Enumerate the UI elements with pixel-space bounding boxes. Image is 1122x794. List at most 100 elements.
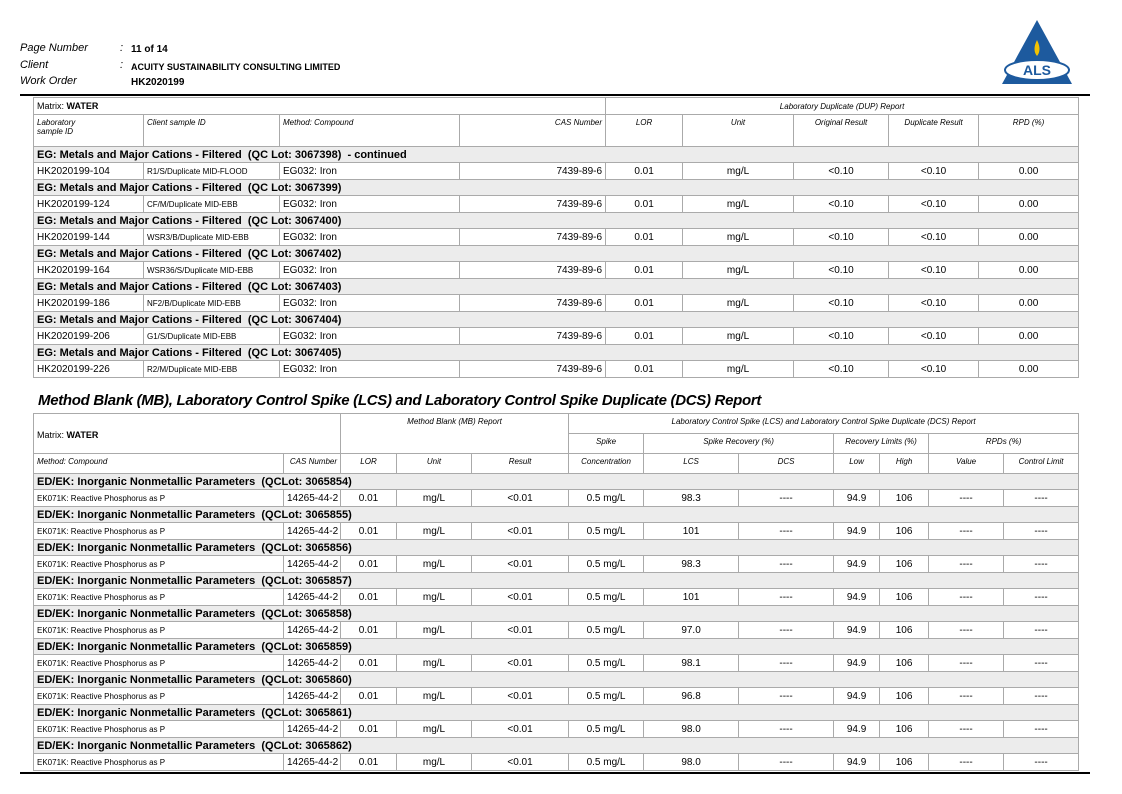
group-row: EG: Metals and Major Cations - Filtered … — [32, 146, 1080, 163]
cell: 0.01 — [340, 588, 398, 606]
cell: 0.5 mg/L — [568, 687, 645, 705]
cell: 0.5 mg/L — [568, 522, 645, 540]
group-title: ED/EK: Inorganic Nonmetallic Parameters … — [32, 605, 1080, 622]
cell: <0.01 — [471, 654, 570, 672]
data-row: HK2020199-186 NF2/B/Duplicate MID-EBB EG03… — [33, 294, 1080, 312]
column-label: Laboratory — [37, 118, 76, 127]
cell: G1/S/Duplicate MID-EBB — [143, 327, 280, 345]
cell: EK071K: Reactive Phosphorus as P — [33, 654, 284, 672]
group-title: EG: Metals and Major Cations - Filtered … — [32, 179, 1080, 196]
group-title: EG: Metals and Major Cations - Filtered … — [32, 278, 1080, 295]
cell: 94.9 — [833, 687, 881, 705]
group-row: ED/EK: Inorganic Nonmetallic Parameters … — [32, 605, 1080, 622]
cell: mg/L — [396, 621, 473, 639]
cell: ---- — [928, 555, 1005, 573]
cell: 106 — [879, 753, 930, 771]
cell: <0.01 — [471, 687, 570, 705]
logo: ALS — [1002, 20, 1072, 84]
cell: 14265-44-2 — [282, 654, 342, 672]
column-header: LCS — [643, 453, 740, 474]
group-title: EG: Metals and Major Cations - Filtered … — [32, 212, 1080, 229]
cell: ---- — [928, 588, 1005, 606]
group-title: EG: Metals and Major Cations - Filtered … — [32, 344, 1080, 361]
cell: <0.01 — [471, 522, 570, 540]
cell: ---- — [1003, 555, 1080, 573]
column-header: Method: Compound — [33, 453, 284, 474]
group-title: EG: Metals and Major Cations - Filtered … — [32, 311, 1080, 328]
cell: 0.01 — [340, 720, 398, 738]
cell: EG032: Iron — [279, 294, 460, 312]
value: HK2020199 — [131, 77, 185, 88]
logo-ring — [1004, 59, 1070, 81]
data-row: HK2020199-104 R1/S/Duplicate MID-FLOOD EG0… — [33, 162, 1080, 180]
cell: 98.1 — [643, 654, 740, 672]
cell: EG032: Iron — [279, 162, 460, 180]
cell: 0.5 mg/L — [568, 621, 645, 639]
cell: 0.01 — [340, 621, 398, 639]
matrix: Matrix: WATER — [32, 97, 607, 115]
sep: : — [120, 59, 124, 71]
cell: 14265-44-2 — [282, 720, 342, 738]
column-header: Unit — [396, 453, 473, 474]
cell: ---- — [1003, 654, 1080, 672]
sep: : — [120, 42, 124, 54]
label: Page Number — [20, 42, 88, 54]
cell: <0.10 — [793, 195, 890, 213]
cell: mg/L — [682, 195, 795, 213]
column-header: Client sample ID — [143, 114, 280, 147]
subheader: Spike Recovery (%) — [643, 433, 835, 454]
subheader: Spike — [568, 433, 645, 454]
cell: 0.01 — [340, 555, 398, 573]
cell: 7439-89-6 — [458, 261, 607, 279]
cell: EK071K: Reactive Phosphorus as P — [33, 720, 284, 738]
group-title: ED/EK: Inorganic Nonmetallic Parameters … — [32, 539, 1080, 556]
header-row: Matrix: WATER Laboratory Duplicate (DUP) … — [32, 97, 1080, 115]
group-row: EG: Metals and Major Cations - Filtered … — [32, 245, 1080, 262]
column-label: sample ID — [37, 127, 74, 136]
cell: HK2020199-124 — [33, 195, 144, 213]
data-row: HK2020199-124 CF/M/Duplicate MID-EBB EG032… — [33, 195, 1080, 213]
group-title: EG: Metals and Major Cations - Filtered … — [32, 146, 1080, 163]
column-label: Method: Compound — [283, 118, 354, 127]
cell: 0.5 mg/L — [568, 753, 645, 771]
cell: mg/L — [396, 720, 473, 738]
cell: <0.10 — [793, 162, 890, 180]
column-header: Laboratory sample ID — [33, 114, 144, 147]
mb-title: Method Blank (MB) Report — [340, 413, 570, 454]
cell: 14265-44-2 — [282, 555, 342, 573]
cell: 94.9 — [833, 720, 881, 738]
data-row: EK071K: Reactive Phosphorus as P 14265-44… — [33, 489, 1080, 507]
cell: <0.01 — [471, 753, 570, 771]
cell: 14265-44-2 — [282, 753, 342, 771]
column-header: Result — [471, 453, 570, 474]
report-title: Laboratory Duplicate (DUP) Report — [605, 97, 1080, 115]
group-row: EG: Metals and Major Cations - Filtered … — [32, 344, 1080, 361]
rule — [20, 772, 1090, 774]
cell: ---- — [1003, 588, 1080, 606]
group-row: ED/EK: Inorganic Nonmetallic Parameters … — [32, 671, 1080, 688]
cell: mg/L — [396, 522, 473, 540]
cell: ---- — [1003, 687, 1080, 705]
matrix-label: Matrix: — [37, 430, 64, 440]
cell: EK071K: Reactive Phosphorus as P — [33, 489, 284, 507]
cell: WSR36/S/Duplicate MID-EBB — [143, 261, 280, 279]
cell: <0.01 — [471, 621, 570, 639]
cell: 94.9 — [833, 522, 881, 540]
cell: 106 — [879, 489, 930, 507]
cell: 98.3 — [643, 555, 740, 573]
column-header: High — [879, 453, 930, 474]
group-row: EG: Metals and Major Cations - Filtered … — [32, 212, 1080, 229]
cell: 7439-89-6 — [458, 360, 607, 378]
cell: EK071K: Reactive Phosphorus as P — [33, 588, 284, 606]
cell: 101 — [643, 522, 740, 540]
cell: 0.5 mg/L — [568, 654, 645, 672]
data-row: EK071K: Reactive Phosphorus as P 14265-44… — [33, 753, 1080, 771]
cell: mg/L — [396, 753, 473, 771]
group-row: ED/EK: Inorganic Nonmetallic Parameters … — [32, 704, 1080, 721]
cell: mg/L — [396, 489, 473, 507]
column-header: Original Result — [793, 114, 890, 147]
group-title: ED/EK: Inorganic Nonmetallic Parameters … — [32, 704, 1080, 721]
cell: 94.9 — [833, 654, 881, 672]
cell: 0.01 — [340, 753, 398, 771]
group-row: EG: Metals and Major Cations - Filtered … — [32, 278, 1080, 295]
